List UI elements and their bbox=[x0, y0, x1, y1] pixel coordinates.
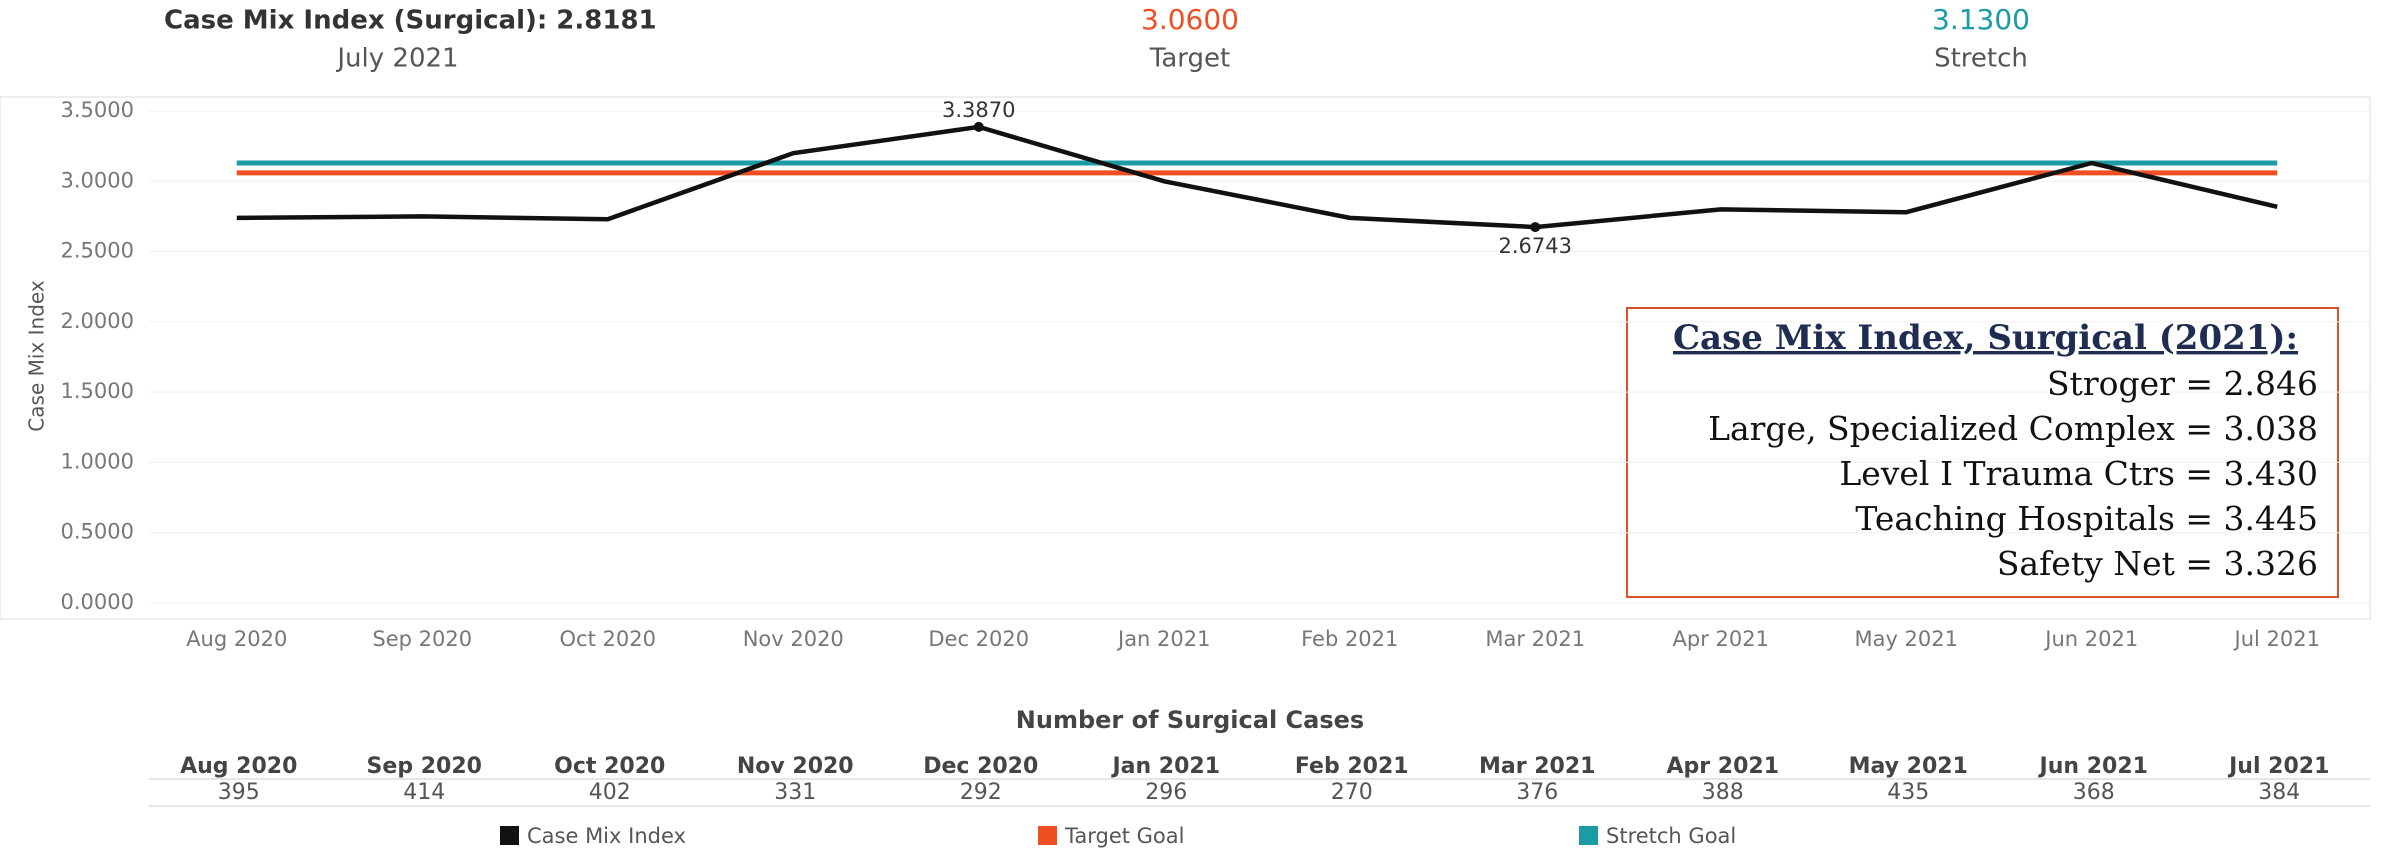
x-tick-label: Jun 2021 bbox=[2043, 627, 2138, 651]
table-cell: 435 bbox=[1887, 780, 1929, 805]
header-title: Case Mix Index (Surgical): 2.8181 bbox=[164, 6, 657, 36]
table-header: Dec 2020 bbox=[923, 754, 1038, 779]
y-tick-label: 0.5000 bbox=[61, 520, 134, 544]
x-tick-label: Apr 2021 bbox=[1673, 627, 1769, 651]
table-cell: 388 bbox=[1702, 780, 1744, 805]
target-value: 3.0600 bbox=[1141, 3, 1239, 36]
x-tick-label: Mar 2021 bbox=[1485, 627, 1585, 651]
x-tick-label: Feb 2021 bbox=[1301, 627, 1398, 651]
stretch-label: Stretch bbox=[1934, 44, 2028, 74]
x-tick-label: Jan 2021 bbox=[1116, 627, 1211, 651]
table-cell: 414 bbox=[403, 780, 445, 805]
y-tick-label: 3.0000 bbox=[61, 168, 134, 192]
table-cell: 292 bbox=[960, 780, 1002, 805]
stretch-value: 3.1300 bbox=[1932, 3, 2030, 36]
legend-label: Case Mix Index bbox=[527, 824, 686, 848]
table-cell: 270 bbox=[1331, 780, 1373, 805]
table-title: Number of Surgical Cases bbox=[1016, 706, 1364, 734]
table-cell: 296 bbox=[1145, 780, 1187, 805]
annotation-line: Level I Trauma Ctrs = 3.430 bbox=[1839, 454, 2318, 493]
table-cell: 368 bbox=[2073, 780, 2115, 805]
x-tick-label: Nov 2020 bbox=[743, 627, 844, 651]
table-header: Jan 2021 bbox=[1110, 754, 1220, 779]
y-tick-label: 1.0000 bbox=[61, 449, 134, 473]
y-tick-label: 2.5000 bbox=[61, 239, 134, 263]
x-tick-label: Aug 2020 bbox=[186, 627, 287, 651]
annotation-line: Teaching Hospitals = 3.445 bbox=[1855, 499, 2318, 538]
target-label: Target bbox=[1149, 44, 1230, 74]
x-tick-label: May 2021 bbox=[1854, 627, 1958, 651]
table-header: Apr 2021 bbox=[1666, 754, 1779, 779]
table-cell: 395 bbox=[218, 780, 260, 805]
annotation-line: Stroger = 2.846 bbox=[2047, 364, 2318, 403]
table-header: Feb 2021 bbox=[1295, 754, 1409, 779]
annotation-box bbox=[1626, 307, 2339, 598]
y-tick-label: 0.0000 bbox=[61, 590, 134, 614]
table-cell: 384 bbox=[2258, 780, 2300, 805]
point bbox=[1530, 222, 1541, 233]
table-header: Oct 2020 bbox=[554, 754, 665, 779]
table-header: Jul 2021 bbox=[2227, 754, 2329, 779]
x-tick-label: Jul 2021 bbox=[2233, 627, 2320, 651]
table-header: Sep 2020 bbox=[367, 754, 482, 779]
legend-swatch bbox=[1579, 826, 1598, 845]
x-tick-label: Oct 2020 bbox=[560, 627, 656, 651]
annotation-line: Safety Net = 3.326 bbox=[1997, 544, 2318, 583]
series-line bbox=[236, 124, 2278, 230]
data-label: 2.6743 bbox=[1499, 234, 1572, 258]
y-tick-label: 3.5000 bbox=[61, 98, 134, 122]
plot-frame bbox=[0, 96, 2371, 620]
legend-swatch bbox=[1038, 826, 1057, 845]
table-header: Aug 2020 bbox=[180, 754, 297, 779]
y-axis-label: Case Mix Index bbox=[25, 280, 49, 432]
legend-label: Target Goal bbox=[1064, 824, 1184, 848]
point bbox=[973, 121, 984, 132]
table-header: Nov 2020 bbox=[737, 754, 854, 779]
legend-label: Stretch Goal bbox=[1606, 824, 1736, 848]
x-tick-label: Dec 2020 bbox=[928, 627, 1029, 651]
table-header: Jun 2021 bbox=[2038, 754, 2148, 779]
y-tick-label: 1.5000 bbox=[61, 379, 134, 403]
legend-swatch bbox=[500, 826, 519, 845]
x-tick-label: Sep 2020 bbox=[372, 627, 472, 651]
annotation-title: Case Mix Index, Surgical (2021): bbox=[1673, 318, 2298, 358]
data-label: 3.3870 bbox=[942, 98, 1015, 122]
table-cell: 376 bbox=[1516, 780, 1558, 805]
annotation-line: Large, Specialized Complex = 3.038 bbox=[1708, 409, 2318, 448]
y-tick-label: 2.0000 bbox=[61, 309, 134, 333]
header-period: July 2021 bbox=[335, 44, 458, 74]
table-cell: 331 bbox=[774, 780, 816, 805]
table-header: Mar 2021 bbox=[1479, 754, 1595, 779]
table-header: May 2021 bbox=[1849, 754, 1968, 779]
table-cell: 402 bbox=[589, 780, 631, 805]
